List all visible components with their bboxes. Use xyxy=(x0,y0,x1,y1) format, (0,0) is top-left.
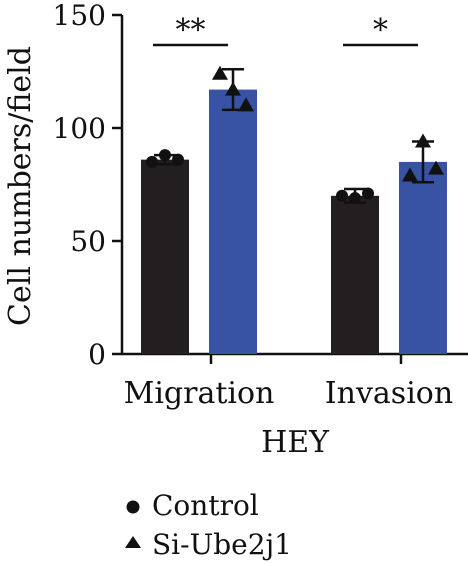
data-point-circle xyxy=(362,187,374,200)
y-tick-label: 50 xyxy=(70,225,106,258)
legend: Control Si-Ube2j1 xyxy=(125,489,292,561)
significance-label: * xyxy=(373,13,388,48)
legend-circle-marker xyxy=(126,500,140,514)
data-point-circle xyxy=(159,149,171,162)
bars xyxy=(141,67,447,354)
bar-control-invasion xyxy=(331,195,379,354)
data-point-circle xyxy=(349,192,361,205)
data-point-circle xyxy=(172,153,184,166)
y-tick-label: 0 xyxy=(88,338,106,371)
legend-label-si-ube2j1: Si-Ube2j1 xyxy=(152,528,292,561)
data-point-triangle xyxy=(212,65,228,80)
significance-annotations: ** * xyxy=(153,13,418,48)
significance-label: ** xyxy=(176,13,206,48)
data-point-circle xyxy=(146,155,158,168)
data-point-triangle xyxy=(238,97,254,112)
data-point-triangle xyxy=(415,133,431,148)
data-point-triangle xyxy=(402,167,418,182)
bar-control-migration xyxy=(141,159,189,354)
y-axis-label: Cell numbers/field xyxy=(3,46,38,326)
x-axis-label: HEY xyxy=(261,425,330,460)
axes: 0 50 100 150 Migration Invasion xyxy=(53,0,468,411)
data-point-triangle xyxy=(428,160,444,175)
data-point-circle xyxy=(336,189,348,202)
bar-si-ube2j1-migration xyxy=(209,89,257,354)
y-tick-label: 150 xyxy=(53,0,106,32)
legend-triangle-marker xyxy=(125,536,141,548)
legend-label-control: Control xyxy=(152,489,259,522)
data-point-triangle xyxy=(225,81,241,96)
x-tick-label: Invasion xyxy=(325,376,453,411)
bar-si-ube2j1-invasion xyxy=(399,161,447,354)
y-tick-label: 100 xyxy=(53,112,106,145)
data-points xyxy=(146,65,444,205)
x-tick-label: Migration xyxy=(124,376,275,411)
